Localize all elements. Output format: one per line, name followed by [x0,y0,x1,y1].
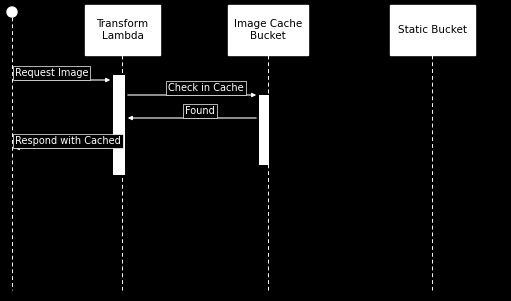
Text: Request Image: Request Image [15,68,88,78]
Text: Transform
Lambda: Transform Lambda [97,19,149,41]
Text: Check in Cache: Check in Cache [168,83,244,93]
Bar [228,5,308,55]
Bar [85,5,160,55]
Circle shape [7,7,17,17]
Text: Static Bucket: Static Bucket [398,25,467,35]
Text: Found: Found [185,106,215,116]
Bar [390,5,475,55]
Text: Image Cache
Bucket: Image Cache Bucket [234,19,302,41]
Bar [259,95,269,165]
Text: Respond with Cached: Respond with Cached [15,136,121,146]
Bar [113,75,125,175]
